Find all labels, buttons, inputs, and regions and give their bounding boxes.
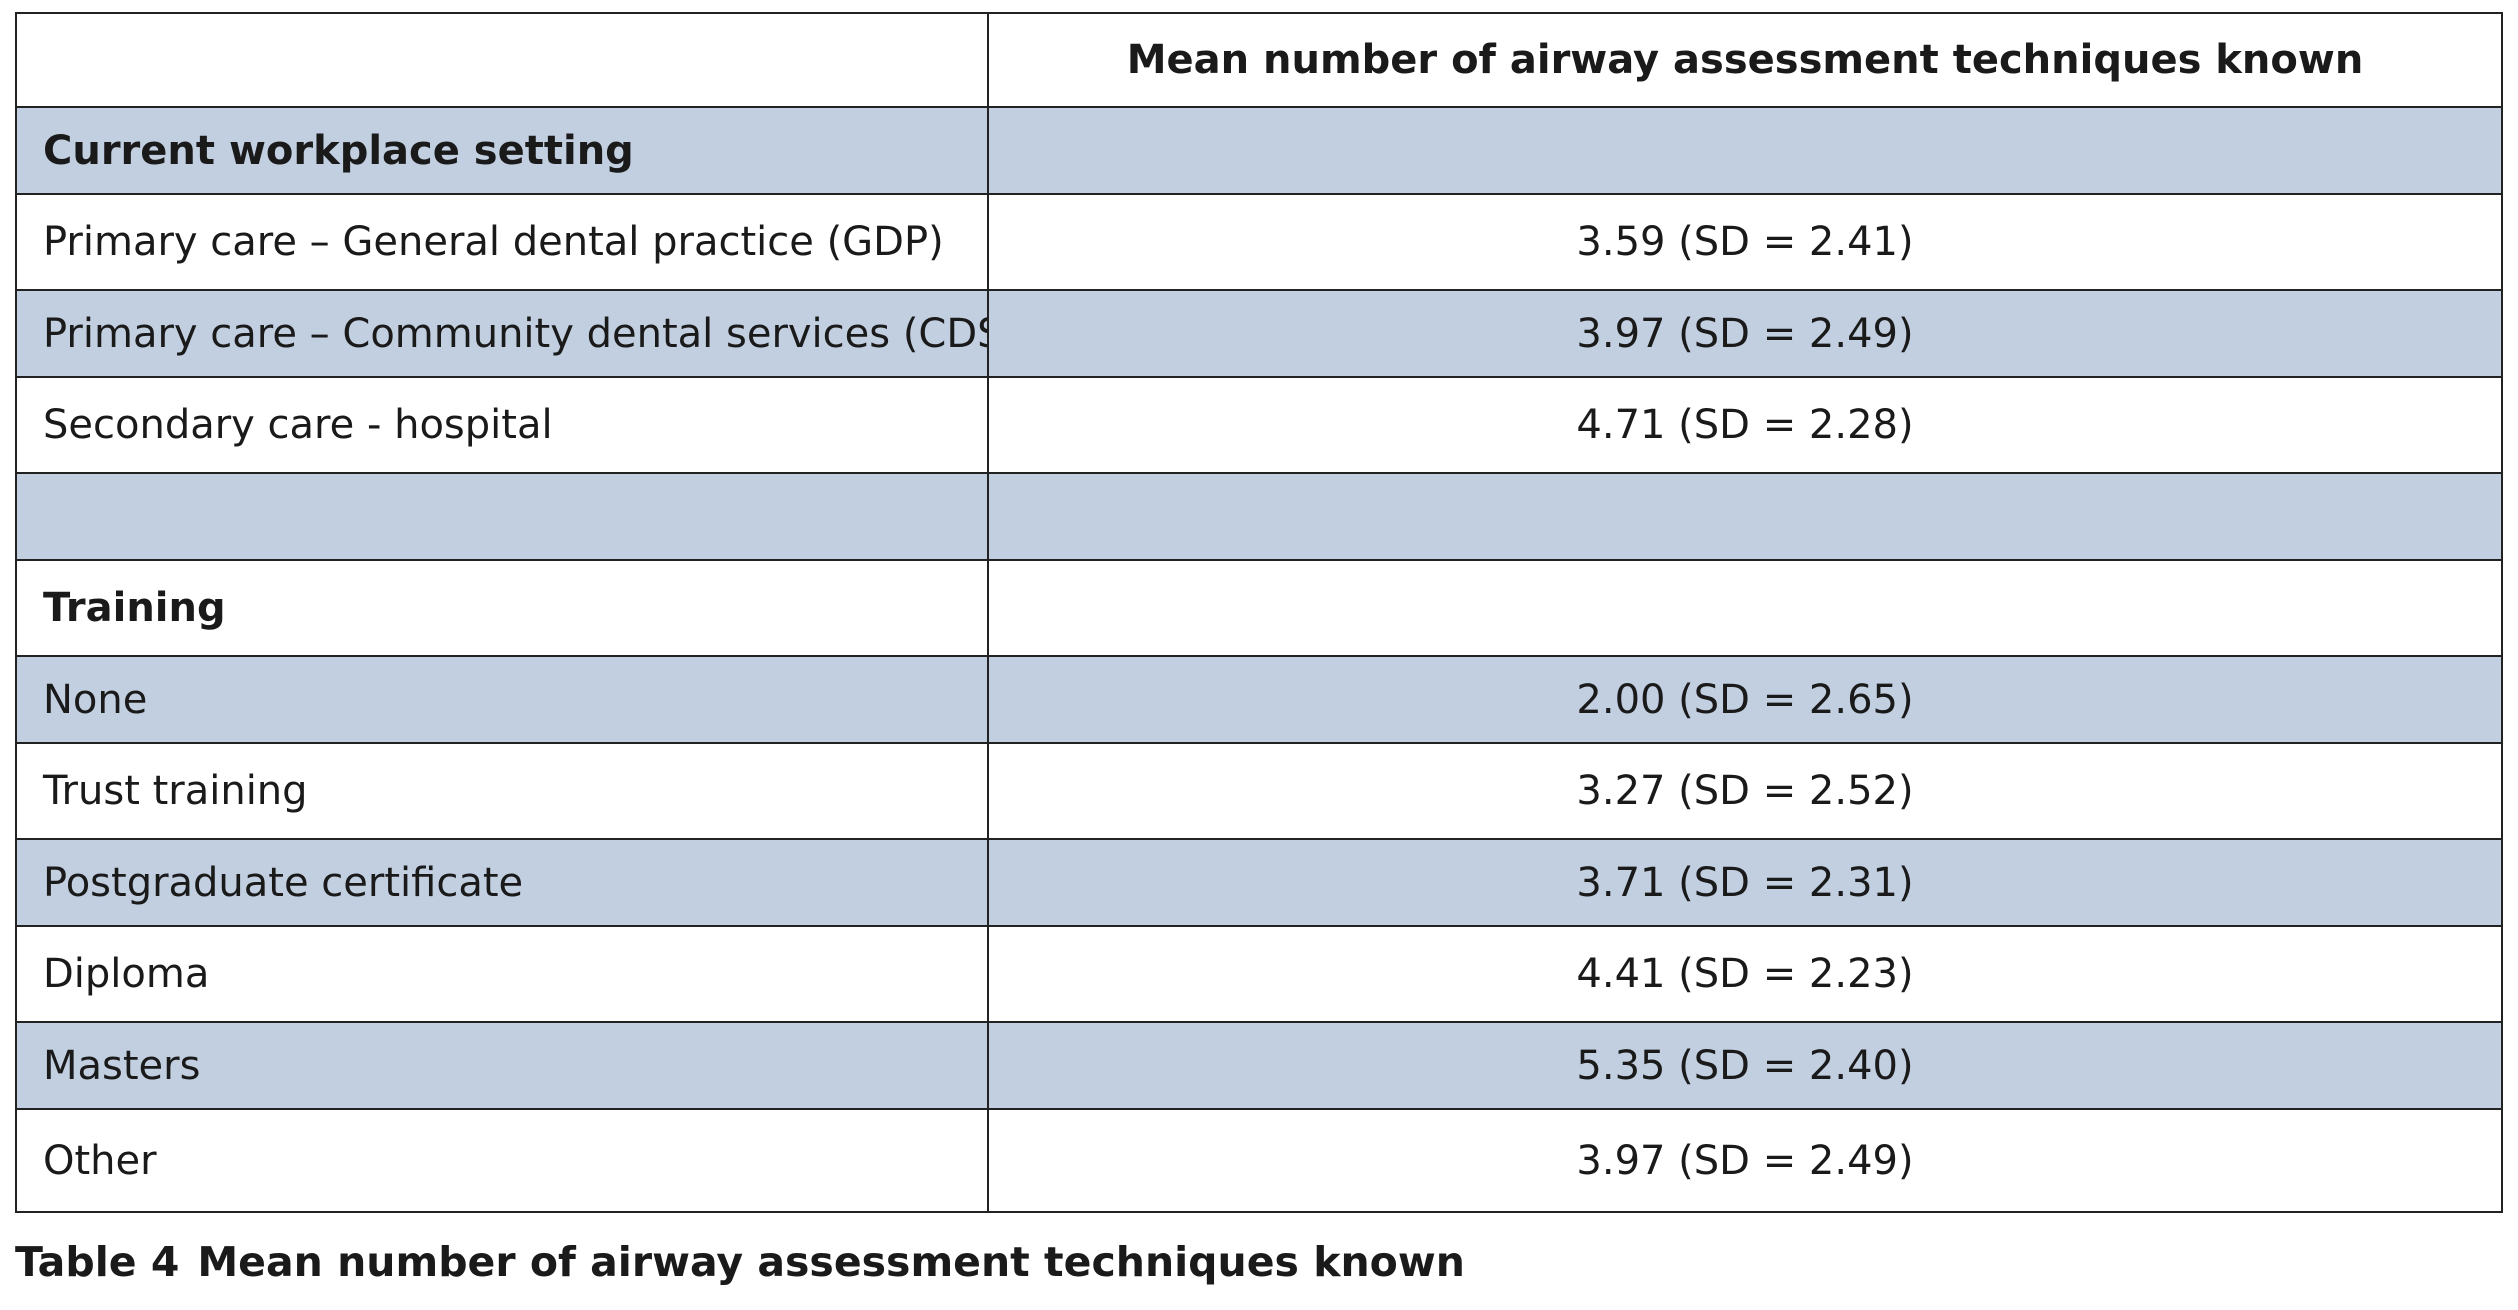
table-caption-number: Table 4 [15,1238,180,1286]
row-label: Diploma [15,925,989,1023]
row-mean-value [987,472,2503,561]
spacer-row [15,472,2503,561]
table-row: Other 3.97 (SD = 2.49) [15,1108,2503,1213]
row-mean-value [987,559,2503,657]
table-header-row: Mean number of airway assessment techniq… [15,12,2503,108]
section-header-row: Training [15,559,2503,657]
row-mean-value: 5.35 (SD = 2.40) [987,1021,2503,1110]
table-body: Current workplace setting Primary care – … [15,106,2503,1213]
row-label: Postgraduate certificate [15,838,989,927]
row-mean-value: 2.00 (SD = 2.65) [987,655,2503,744]
row-label: Masters [15,1021,989,1110]
row-label: Primary care – Community dental services… [15,289,989,378]
section-header-row: Current workplace setting [15,106,2503,195]
row-mean-value: 3.97 (SD = 2.49) [987,1108,2503,1213]
row-label: Trust training [15,742,989,840]
table-row: Masters 5.35 (SD = 2.40) [15,1021,2503,1110]
airway-techniques-table: Mean number of airway assessment techniq… [15,12,2503,1213]
table-row: Secondary care - hospital 4.71 (SD = 2.28… [15,376,2503,474]
row-mean-value [987,106,2503,195]
table-row: Diploma 4.41 (SD = 2.23) [15,925,2503,1023]
row-label: Other [15,1108,989,1213]
table-caption-text: Mean number of airway assessment techniq… [197,1238,1465,1286]
row-label: Primary care – General dental practice (… [15,193,989,291]
row-label [15,472,989,561]
header-cell-mean: Mean number of airway assessment techniq… [987,12,2503,108]
row-mean-value: 4.71 (SD = 2.28) [987,376,2503,474]
table-row: Primary care – General dental practice (… [15,193,2503,291]
table-caption: Table 4 Mean number of airway assessment … [15,1238,1465,1286]
row-mean-value: 3.97 (SD = 2.49) [987,289,2503,378]
row-mean-value: 3.59 (SD = 2.41) [987,193,2503,291]
row-mean-value: 4.41 (SD = 2.23) [987,925,2503,1023]
header-cell-left [15,12,989,108]
table-row: Postgraduate certificate 3.71 (SD = 2.31) [15,838,2503,927]
row-label: Secondary care - hospital [15,376,989,474]
section-label: Training [15,559,989,657]
table-row: None 2.00 (SD = 2.65) [15,655,2503,744]
table-row: Primary care – Community dental services… [15,289,2503,378]
row-mean-value: 3.27 (SD = 2.52) [987,742,2503,840]
table-row: Trust training 3.27 (SD = 2.52) [15,742,2503,840]
row-mean-value: 3.71 (SD = 2.31) [987,838,2503,927]
section-label: Current workplace setting [15,106,989,195]
row-label: None [15,655,989,744]
